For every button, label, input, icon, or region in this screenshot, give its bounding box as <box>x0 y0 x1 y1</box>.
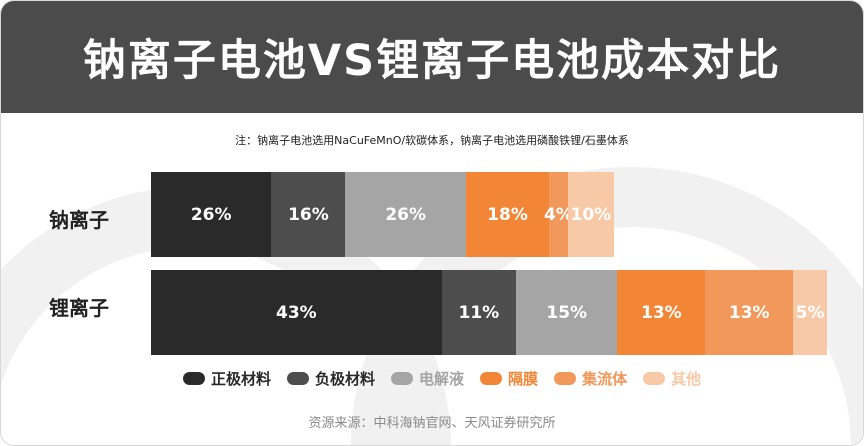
bar-segment-1-2: 15% <box>516 270 618 355</box>
bar-segment-0-1: 16% <box>271 172 346 257</box>
data-label: 11% <box>458 302 500 323</box>
legend-label: 正极材料 <box>211 370 272 388</box>
bar-segment-0-4: 4% <box>544 172 573 257</box>
legend-item: 电解液 <box>391 368 464 389</box>
bar-segment-0-5: 10% <box>567 172 615 257</box>
legend-label: 其他 <box>671 370 702 388</box>
bar-segment-1-3: 13% <box>617 270 706 355</box>
source-text: 资源来源：中科海钠官网、天风证券研究所 <box>308 416 556 431</box>
data-label: 10% <box>570 204 612 225</box>
data-label: 43% <box>275 302 317 323</box>
data-label: 5% <box>795 302 825 323</box>
data-label: 13% <box>728 302 770 323</box>
legend-item: 集流体 <box>554 368 627 389</box>
bar-segment-0-3: 18% <box>465 172 550 257</box>
legend-label: 电解液 <box>419 370 465 388</box>
data-label: 16% <box>288 204 329 225</box>
bar-segment-1-5: 5% <box>793 270 827 355</box>
category-label-sodium: 钠离子 <box>49 208 109 232</box>
legend-label: 负极材料 <box>315 370 376 388</box>
legend-item: 隔膜 <box>480 368 538 389</box>
data-label: 15% <box>546 302 588 323</box>
data-label: 26% <box>190 204 232 225</box>
chart-note: 注：钠离子电池选用NaCuFeMnO/软碳体系，钠离子电池选用磷酸铁锂/石墨体系 <box>235 134 629 147</box>
legend-item: 其他 <box>643 368 701 389</box>
bar-sodium: 26% 16% 26% 18% 4% 10% <box>151 172 615 257</box>
legend-swatch <box>183 372 205 385</box>
legend-item: 正极材料 <box>183 368 271 389</box>
header: 钠离子电池VS锂离子电池成本对比 <box>1 1 863 113</box>
data-label: 18% <box>487 204 528 225</box>
category-label-lithium: 锂离子 <box>49 296 109 320</box>
bar-segment-1-1: 11% <box>441 270 517 355</box>
bar-segment-0-2: 26% <box>345 172 466 257</box>
bar-segment-1-4: 13% <box>705 270 794 355</box>
legend-swatch <box>391 372 414 385</box>
legend: 正极材料 负极材料 电解液 隔膜 集流体 其他 <box>183 368 701 389</box>
legend-swatch <box>480 372 503 385</box>
data-label: 26% <box>385 204 427 225</box>
data-label: 13% <box>641 302 682 323</box>
bar-lithium: 43% 11% 15% 13% 13% 5% <box>151 270 827 355</box>
legend-swatch <box>554 372 577 385</box>
legend-label: 集流体 <box>582 370 628 388</box>
legend-swatch <box>287 372 310 385</box>
chart-title: 钠离子电池VS锂离子电池成本对比 <box>82 36 782 86</box>
legend-swatch <box>643 372 666 385</box>
legend-item: 负极材料 <box>287 368 375 389</box>
legend-label: 隔膜 <box>508 370 539 388</box>
bar-segment-0-0: 26% <box>151 172 272 257</box>
data-label: 4% <box>544 204 573 225</box>
bar-segment-1-0: 43% <box>151 270 442 355</box>
